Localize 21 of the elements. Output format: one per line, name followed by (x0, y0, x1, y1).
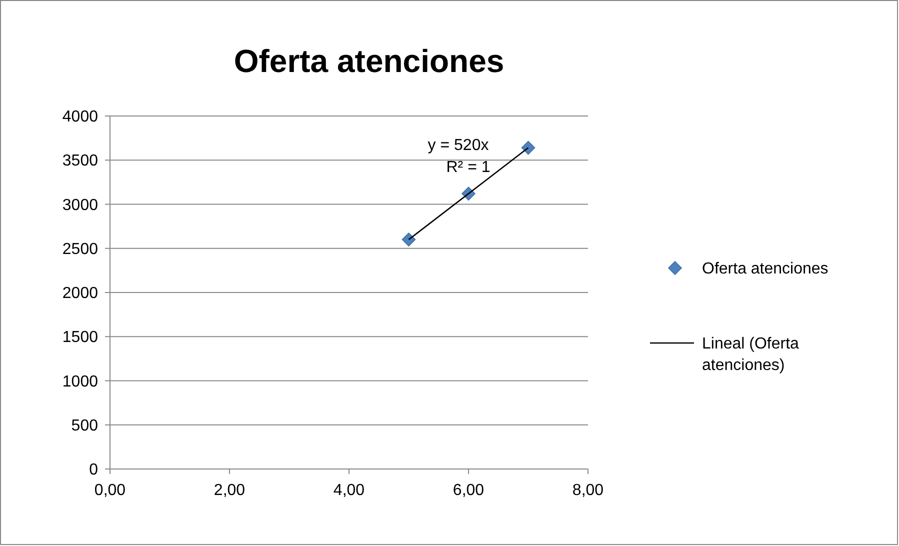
x-tick-label: 4,00 (333, 482, 365, 499)
y-tick-label: 1000 (62, 373, 98, 390)
x-tick-label: 6,00 (452, 482, 484, 499)
point (521, 140, 536, 155)
annotation: y = 520x (428, 136, 489, 154)
point (402, 232, 416, 246)
y-tick-label: 0 (89, 462, 98, 479)
y-tick-label: 2000 (62, 285, 98, 302)
x-tick-label: 0,00 (94, 482, 126, 499)
annotation: R² = 1 (446, 158, 490, 176)
legend-label: Oferta atenciones (702, 260, 828, 278)
y-tick-label: 2500 (62, 240, 98, 258)
chart-title: Oferta atenciones (234, 43, 504, 79)
y-tick-label: 3000 (62, 196, 98, 214)
legend-label: Lineal (Oferta atenciones) (702, 336, 800, 374)
y-tick-label: 3500 (62, 152, 98, 170)
y-tick-label: 4000 (62, 108, 98, 126)
y-tick-label: 1500 (62, 329, 98, 346)
y-tick-label: 500 (71, 417, 98, 434)
x-tick-label: 8,00 (572, 482, 604, 499)
x-tick-label: 2,00 (214, 482, 246, 499)
